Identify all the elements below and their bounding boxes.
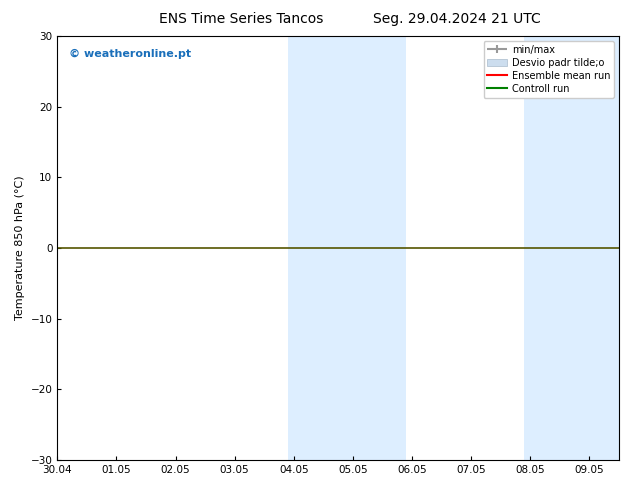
Text: ENS Time Series Tancos: ENS Time Series Tancos (158, 12, 323, 26)
Text: © weatheronline.pt: © weatheronline.pt (68, 49, 191, 59)
Y-axis label: Temperature 850 hPa (°C): Temperature 850 hPa (°C) (15, 176, 25, 320)
Bar (288, 36, 323, 460)
Bar (560, 36, 619, 460)
Bar (323, 36, 406, 460)
Bar (524, 36, 560, 460)
Legend: min/max, Desvio padr tilde;o, Ensemble mean run, Controll run: min/max, Desvio padr tilde;o, Ensemble m… (484, 41, 614, 98)
Text: Seg. 29.04.2024 21 UTC: Seg. 29.04.2024 21 UTC (373, 12, 540, 26)
